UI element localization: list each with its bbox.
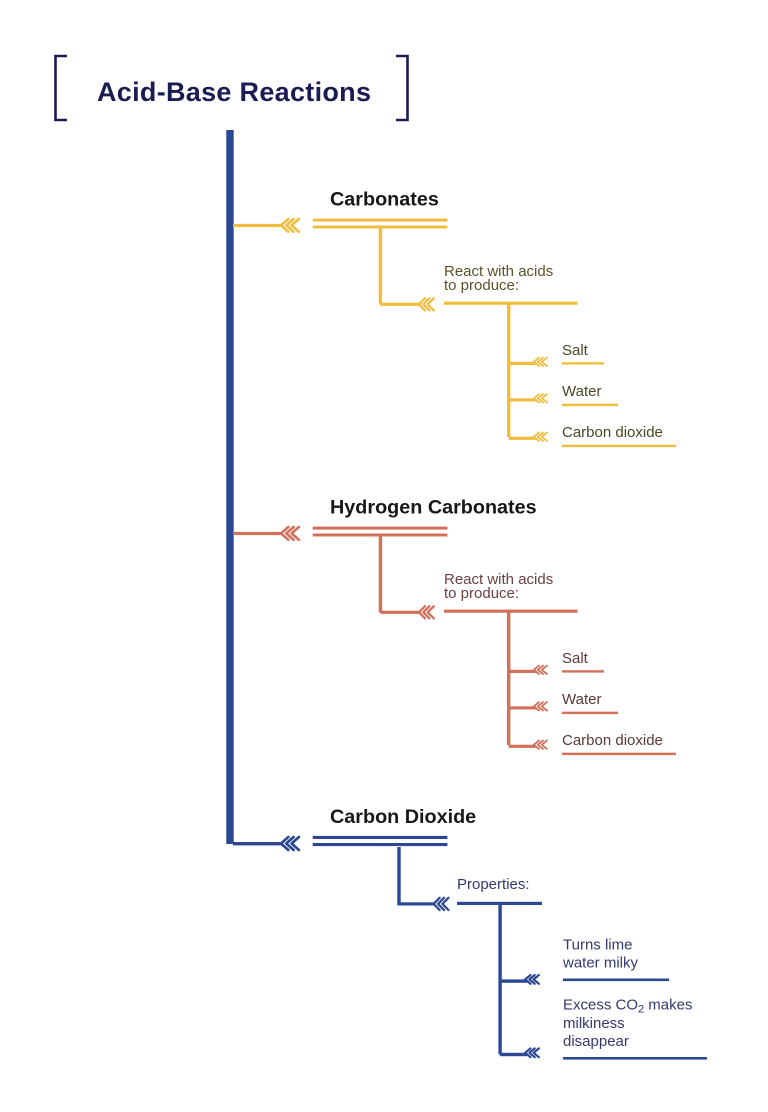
svg-text:Turns lime: Turns lime bbox=[563, 936, 632, 953]
svg-text:disappear: disappear bbox=[563, 1033, 629, 1050]
svg-text:Excess CO2 makes: Excess CO2 makes bbox=[563, 997, 693, 1016]
svg-text:Acid-Base Reactions: Acid-Base Reactions bbox=[97, 77, 371, 107]
svg-text:Carbonates: Carbonates bbox=[330, 188, 439, 210]
svg-text:Hydrogen Carbonates: Hydrogen Carbonates bbox=[330, 496, 537, 518]
svg-text:Carbon dioxide: Carbon dioxide bbox=[562, 732, 663, 749]
svg-text:Properties:: Properties: bbox=[457, 876, 530, 893]
svg-text:Salt: Salt bbox=[562, 650, 589, 667]
svg-text:milkiness: milkiness bbox=[563, 1015, 625, 1032]
svg-text:Water: Water bbox=[562, 383, 601, 400]
svg-text:to produce:: to produce: bbox=[444, 585, 519, 602]
svg-text:Salt: Salt bbox=[562, 342, 589, 359]
svg-text:Carbon dioxide: Carbon dioxide bbox=[562, 424, 663, 441]
svg-text:water milky: water milky bbox=[562, 955, 639, 972]
svg-text:Water: Water bbox=[562, 691, 601, 708]
svg-text:Carbon Dioxide: Carbon Dioxide bbox=[330, 806, 476, 828]
svg-text:to produce:: to produce: bbox=[444, 277, 519, 294]
